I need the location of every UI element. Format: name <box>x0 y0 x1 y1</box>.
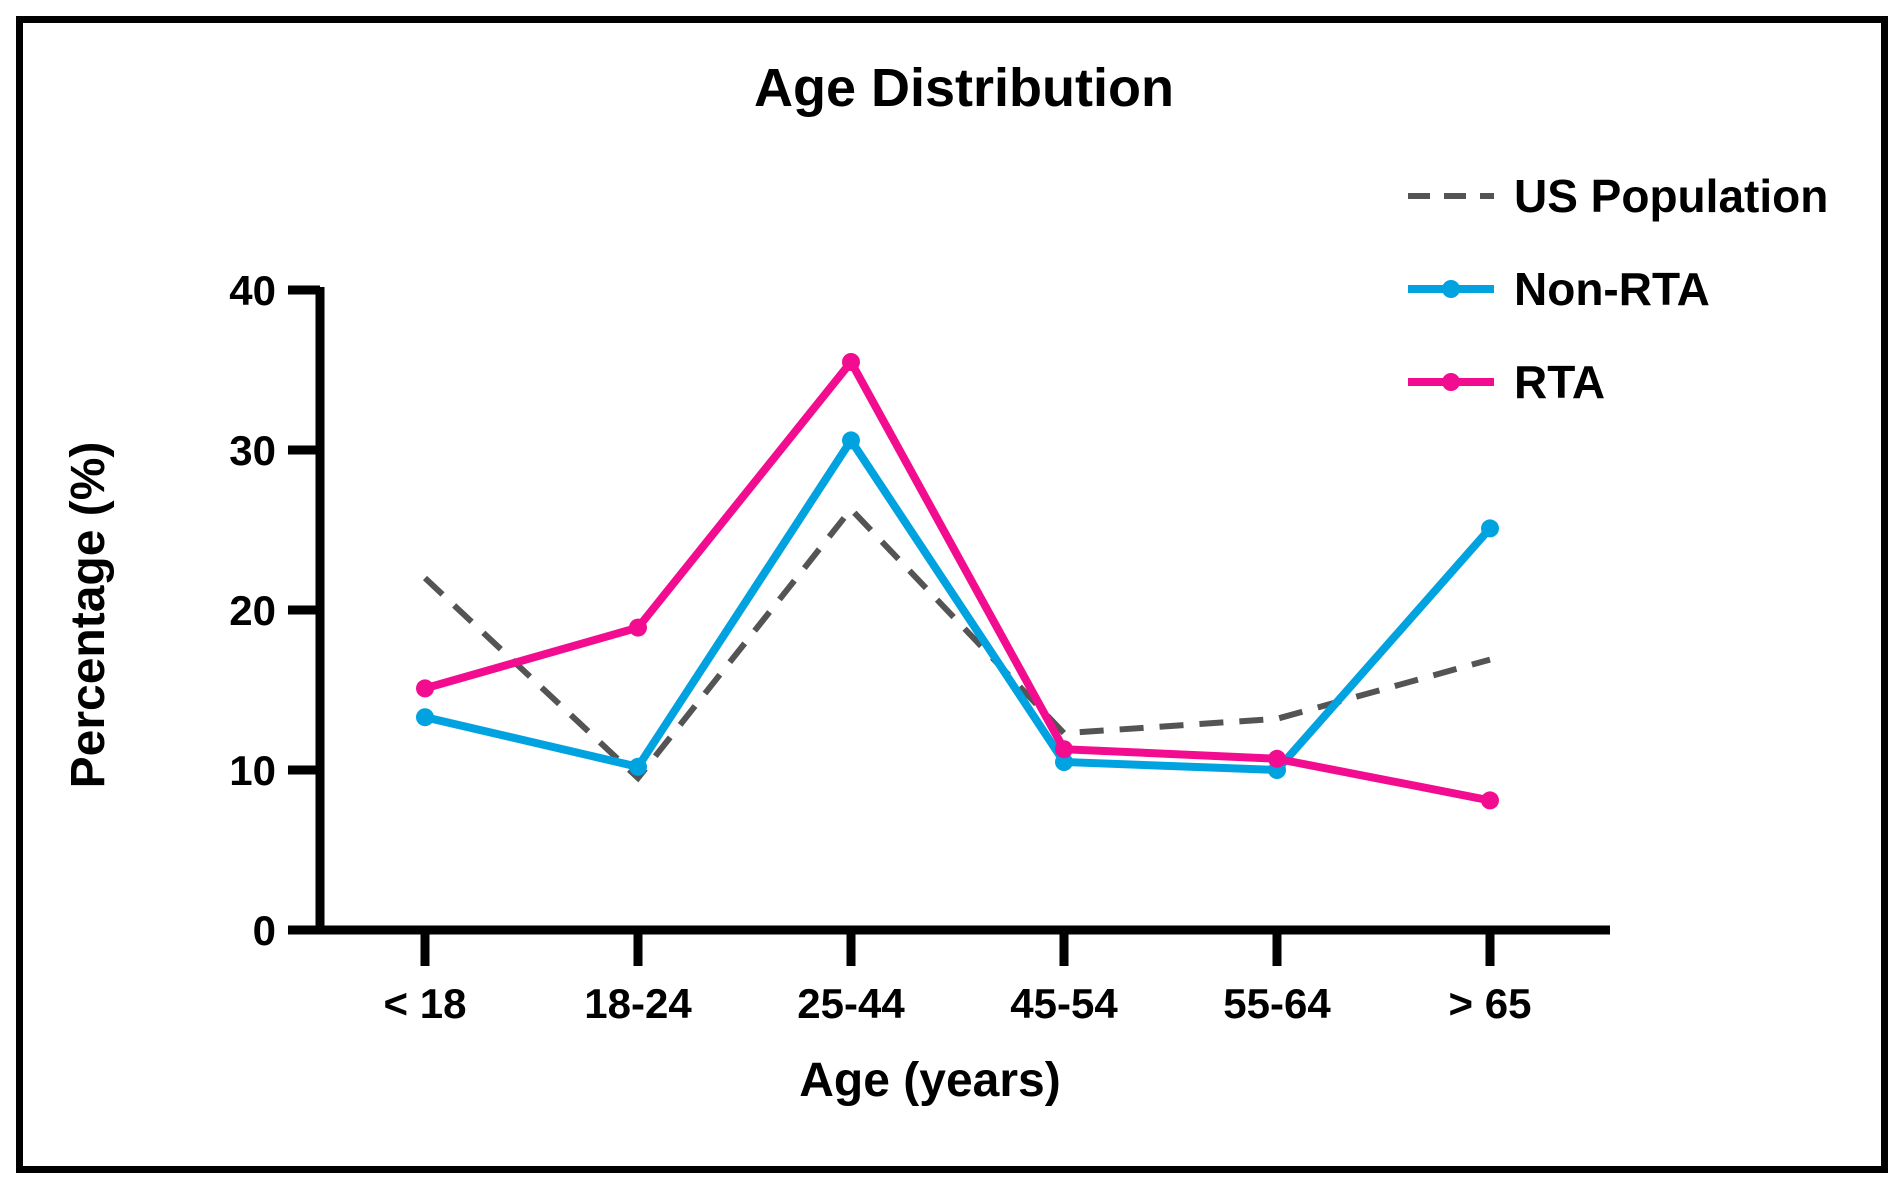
y-tick-label: 0 <box>253 907 276 954</box>
x-tick-label: < 18 <box>384 980 467 1027</box>
data-point-non-rta <box>842 431 860 450</box>
x-tick-label: 45-54 <box>1010 980 1118 1027</box>
legend-item-non-rta: Non-RTA <box>1408 263 1710 315</box>
axes: 0 10 20 30 40 < 18 18-24 25-44 45-54 55-64 > 65 <box>229 267 1610 1027</box>
data-point-non-rta <box>1481 519 1499 538</box>
x-axis-title: Age (years) <box>799 1054 1060 1107</box>
x-tick-label: 25-44 <box>797 980 905 1027</box>
data-point-rta <box>629 618 647 637</box>
data-point-rta <box>842 353 860 371</box>
series-line-non-rta <box>424 433 1494 775</box>
legend-item-us-population: US Population <box>1408 170 1828 222</box>
data-point-rta <box>1268 749 1286 768</box>
x-tick-label: > 65 <box>1449 980 1532 1027</box>
series-lines <box>416 353 1499 810</box>
legend-marker-rta <box>1442 373 1460 391</box>
y-tick-label: 20 <box>229 587 276 634</box>
y-tick-label: 40 <box>229 267 276 314</box>
chart-title: Age Distribution <box>754 58 1174 118</box>
x-tick-label: 55-64 <box>1223 980 1331 1027</box>
series-line-us-population <box>422 504 1491 783</box>
legend-label-non-rta: Non-RTA <box>1514 263 1710 315</box>
data-point-rta <box>416 679 434 698</box>
y-tick-label: 10 <box>229 747 276 794</box>
legend-label-us-population: US Population <box>1514 170 1828 222</box>
legend-marker-non-rta <box>1442 280 1460 298</box>
legend-label-rta: RTA <box>1514 356 1605 408</box>
data-point-non-rta <box>416 708 434 727</box>
legend-item-rta: RTA <box>1408 356 1605 408</box>
data-point-rta <box>1481 791 1499 810</box>
y-axis-title: Percentage (%) <box>62 442 115 789</box>
data-point-non-rta <box>629 757 647 776</box>
legend: US Population Non-RTA RTA <box>1408 170 1828 408</box>
series-line-rta <box>423 354 1491 805</box>
data-point-non-rta <box>1055 753 1073 771</box>
y-tick-label: 30 <box>229 427 276 474</box>
x-tick-label: 18-24 <box>584 980 692 1027</box>
data-point-rta <box>1055 740 1073 759</box>
